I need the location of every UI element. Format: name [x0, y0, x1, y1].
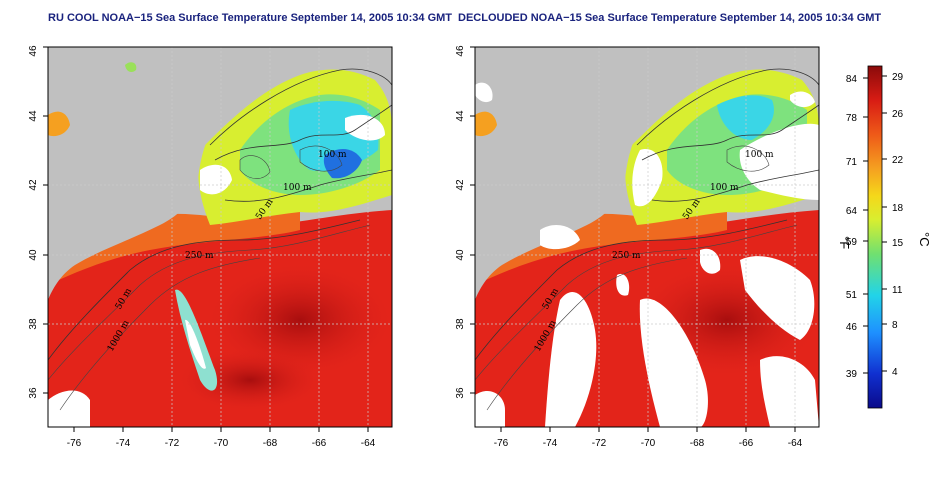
fahrenheit-tick: 84	[846, 74, 858, 85]
x-tick-label: -76	[67, 438, 82, 449]
colorbar-tick-marks	[863, 75, 887, 374]
fahrenheit-tick: 59	[846, 237, 858, 248]
fahrenheit-tick: 51	[846, 290, 858, 301]
x-tick-label: -66	[312, 438, 327, 449]
map-frame	[47, 46, 393, 428]
y-axis: 36 38 40 42 44 46	[455, 45, 475, 399]
bathymetry-contours	[48, 68, 392, 411]
warm-patch	[48, 111, 70, 137]
x-axis: -76 -74 -72 -70 -68 -66 -64	[494, 427, 803, 449]
sst-map-declouded: 100 m 100 m 50 m 250 m 50 m 1000 m	[475, 47, 819, 427]
ocean-cyan	[717, 95, 774, 140]
panel-raw: RU COOL NOAA−15 Sea Surface Temperature …	[28, 12, 452, 449]
y-tick-label: 46	[455, 45, 466, 57]
panel-declouded: DECLOUDED NOAA−15 Sea Surface Temperatur…	[455, 12, 881, 449]
celsius-tick: 8	[892, 320, 898, 331]
contour-label: 100 m	[710, 183, 739, 193]
x-tick-label: -76	[494, 438, 509, 449]
x-tick-label: -72	[592, 438, 607, 449]
y-tick-label: 42	[28, 179, 39, 191]
x-tick-marks	[73, 427, 369, 432]
grid-lines	[475, 47, 819, 427]
y-tick-label: 40	[455, 249, 466, 261]
grid-lines	[48, 47, 392, 427]
y-tick-label: 36	[28, 387, 39, 399]
celsius-unit: °C	[917, 232, 932, 247]
y-axis: 36 38 40 42 44 46	[28, 45, 48, 399]
colorbar-gradient	[867, 65, 883, 409]
x-tick-label: -66	[739, 438, 754, 449]
x-tick-label: -64	[788, 438, 803, 449]
colorbar: 84 78 71 64 59 51 46 39 29 26 22 18 15 1…	[837, 65, 932, 409]
ocean-blue	[323, 148, 362, 179]
warm-patch	[475, 111, 497, 137]
cloud-mask	[475, 82, 819, 427]
y-tick-label: 38	[28, 318, 39, 330]
x-axis: -76 -74 -72 -70 -68 -66 -64	[67, 427, 376, 449]
fahrenheit-unit: °F	[837, 236, 852, 249]
celsius-tick: 26	[892, 109, 904, 120]
x-tick-label: -72	[165, 438, 180, 449]
y-tick-label: 44	[28, 110, 39, 122]
celsius-tick: 29	[892, 72, 904, 83]
contour-label: 100 m	[283, 183, 312, 193]
fahrenheit-tick: 78	[846, 113, 858, 124]
y-tick-label: 38	[455, 318, 466, 330]
celsius-tick: 11	[892, 285, 903, 296]
sst-map-raw: 100 m 100 m 50 m 250 m 50 m 1000 m	[48, 47, 392, 427]
map-frame	[474, 46, 820, 428]
x-tick-label: -68	[263, 438, 278, 449]
y-tick-marks	[470, 46, 475, 394]
x-tick-label: -74	[116, 438, 131, 449]
contour-label: 100 m	[745, 150, 774, 160]
y-tick-marks	[43, 46, 48, 394]
x-tick-marks	[500, 427, 796, 432]
x-tick-label: -74	[543, 438, 558, 449]
panel-title-raw: RU COOL NOAA−15 Sea Surface Temperature …	[48, 12, 452, 24]
contour-label: 250 m	[185, 251, 214, 261]
y-tick-label: 46	[28, 45, 39, 57]
x-tick-label: -64	[361, 438, 376, 449]
contour-label: 100 m	[318, 150, 347, 160]
x-tick-label: -70	[214, 438, 229, 449]
y-tick-label: 42	[455, 179, 466, 191]
bathymetry-contours	[475, 68, 819, 411]
y-tick-label: 36	[455, 387, 466, 399]
panel-title-declouded: DECLOUDED NOAA−15 Sea Surface Temperatur…	[458, 12, 881, 24]
x-tick-label: -68	[690, 438, 705, 449]
x-tick-label: -70	[641, 438, 656, 449]
coastline-land	[48, 47, 392, 300]
y-tick-label: 44	[455, 110, 466, 122]
fahrenheit-tick: 71	[846, 157, 858, 168]
cloud-patch	[200, 164, 232, 195]
y-tick-label: 40	[28, 249, 39, 261]
celsius-tick: 4	[892, 367, 898, 378]
fahrenheit-tick: 46	[846, 322, 858, 333]
celsius-tick: 18	[892, 203, 904, 214]
celsius-tick: 22	[892, 155, 904, 166]
fahrenheit-tick: 64	[846, 206, 858, 217]
contour-label: 250 m	[612, 251, 641, 261]
celsius-tick: 15	[892, 238, 904, 249]
warm-core	[210, 265, 390, 375]
fahrenheit-tick: 39	[846, 369, 858, 380]
